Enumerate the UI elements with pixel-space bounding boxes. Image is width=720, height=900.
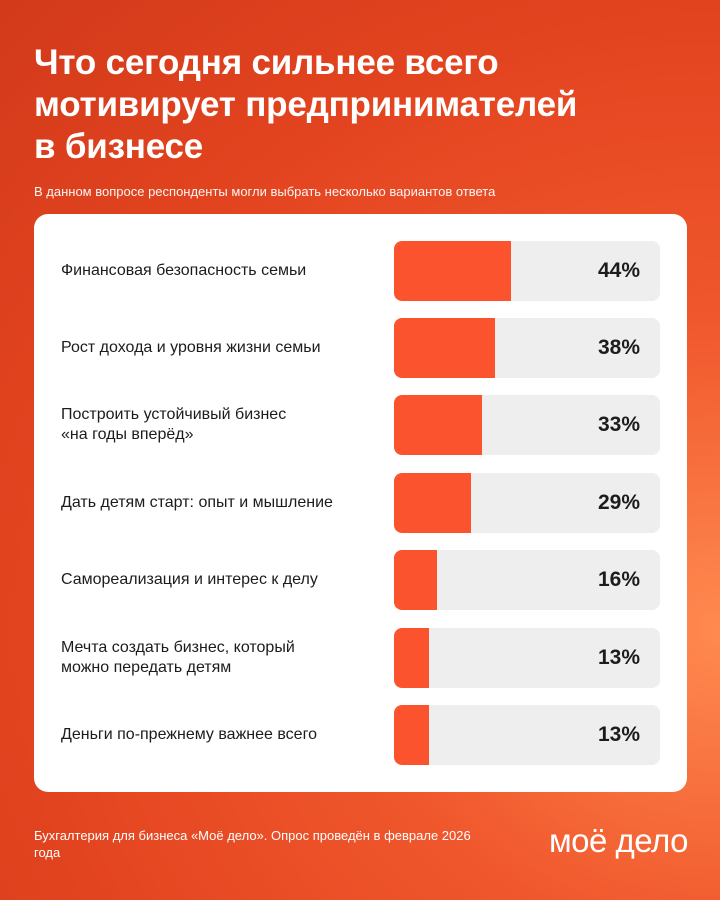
category-label: Дать детям старт: опыт и мышление	[61, 494, 333, 511]
bar-track: 44%	[394, 241, 660, 301]
bar	[394, 550, 437, 610]
bar	[394, 628, 429, 688]
category-label: Рост дохода и уровня жизни семьи	[61, 339, 321, 356]
data-label: 44%	[597, 259, 640, 282]
chart-row: Дать детям старт: опыт и мышление 29%	[34, 473, 687, 533]
data-label: 33%	[597, 413, 640, 436]
data-label: 29%	[597, 491, 640, 514]
bar	[394, 395, 482, 455]
bar	[394, 705, 429, 765]
data-label: 38%	[597, 336, 640, 359]
bar-track: 13%	[394, 628, 660, 688]
chart-row: Построить устойчивый бизнес «на годы впе…	[34, 395, 687, 455]
chart-row: Мечта создать бизнес, который можно пере…	[34, 628, 687, 688]
bar	[394, 241, 511, 301]
chart-row: Деньги по-прежнему важнее всего 13%	[34, 705, 687, 765]
page-subtitle: В данном вопросе респонденты могли выбра…	[34, 184, 496, 199]
bar-track: 16%	[394, 550, 660, 610]
chart-card: Финансовая безопасность семьи 44% Рост дох…	[34, 214, 687, 792]
bar-track: 38%	[394, 318, 660, 378]
footnote: Бухгалтерия для бизнеса «Моё дело». Опро…	[34, 828, 471, 860]
bar-track: 13%	[394, 705, 660, 765]
bar	[394, 473, 471, 533]
category-label: Самореализация и интерес к делу	[61, 571, 318, 588]
page-title: Что сегодня сильнее всего мотивирует пре…	[34, 43, 578, 166]
category-label: Построить устойчивый бизнес «на годы впе…	[61, 406, 287, 443]
brand-logo: моё дело	[548, 822, 689, 859]
chart-row: Финансовая безопасность семьи 44%	[34, 241, 687, 301]
bar-track: 29%	[394, 473, 660, 533]
bar-track: 33%	[394, 395, 660, 455]
category-label: Мечта создать бизнес, который можно пере…	[61, 639, 295, 676]
bar	[394, 318, 495, 378]
data-label: 13%	[597, 646, 640, 669]
data-label: 13%	[597, 723, 640, 746]
chart-row: Рост дохода и уровня жизни семьи 38%	[34, 318, 687, 378]
category-label: Финансовая безопасность семьи	[61, 262, 307, 279]
data-label: 16%	[597, 568, 640, 591]
category-label: Деньги по-прежнему важнее всего	[61, 726, 317, 743]
chart-row: Самореализация и интерес к делу 16%	[34, 550, 687, 610]
